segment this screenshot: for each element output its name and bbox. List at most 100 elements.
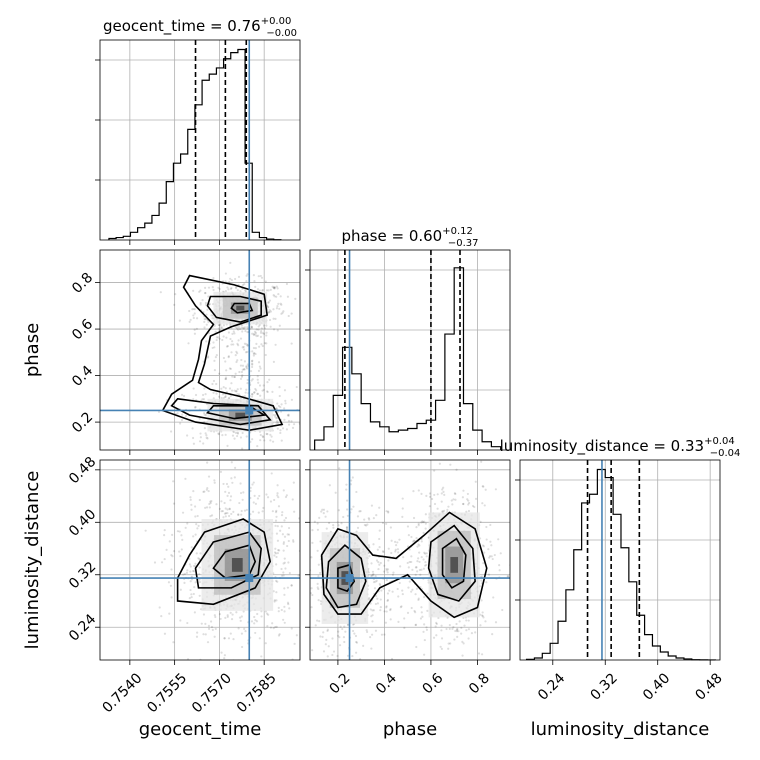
sample-point: [219, 455, 221, 457]
sample-point: [226, 614, 229, 617]
sample-point: [369, 608, 372, 611]
sample-point: [256, 444, 259, 448]
sample-point: [235, 390, 238, 393]
sample-point: [432, 636, 436, 639]
sample-point: [227, 355, 230, 358]
sample-point: [157, 410, 161, 414]
sample-point: [220, 387, 223, 390]
sample-point: [199, 436, 202, 439]
sample-point: [191, 452, 193, 454]
sample-point: [467, 628, 471, 631]
sample-point: [283, 561, 286, 564]
sample-point: [273, 286, 276, 289]
sample-point: [193, 328, 196, 331]
sample-point: [410, 555, 413, 558]
sample-point: [218, 507, 221, 510]
sample-point: [225, 345, 229, 348]
sample-point: [224, 433, 227, 436]
sample-point: [257, 511, 260, 514]
y-tick-label: 0.8: [69, 270, 96, 297]
sample-point: [339, 625, 342, 628]
sample-point: [369, 636, 372, 639]
histogram-phase: [314, 267, 502, 450]
sample-point: [225, 336, 228, 339]
sample-point: [192, 535, 195, 538]
sample-point: [259, 274, 262, 278]
sample-point: [275, 599, 278, 602]
sample-point: [227, 491, 231, 494]
sample-point: [269, 439, 272, 442]
title-minus: −0.00: [266, 28, 297, 39]
sample-point: [397, 551, 400, 554]
sample-point: [385, 579, 388, 582]
sample-point: [241, 431, 244, 435]
sample-point: [205, 436, 208, 439]
sample-point: [368, 518, 371, 521]
sample-point: [266, 390, 269, 393]
sample-point: [372, 609, 375, 612]
sample-point: [217, 433, 221, 436]
sample-point: [199, 303, 202, 306]
sample-point: [206, 461, 209, 464]
sample-point: [224, 376, 228, 379]
title-value: luminosity_distance = 0.33: [500, 437, 704, 456]
sample-point: [283, 587, 286, 590]
sample-point: [248, 666, 250, 668]
sample-point: [311, 649, 314, 652]
sample-point: [266, 433, 269, 436]
sample-point: [310, 587, 313, 590]
sample-point: [407, 566, 410, 569]
sample-point: [228, 367, 232, 370]
sample-point: [190, 546, 193, 549]
sample-point: [398, 581, 401, 585]
sample-point: [391, 590, 394, 593]
sample-point: [233, 476, 236, 479]
contour-middle: [206, 295, 262, 323]
sample-point: [204, 506, 207, 509]
sample-point: [467, 676, 469, 678]
sample-point: [372, 517, 375, 520]
sample-point: [347, 663, 349, 665]
sample-point: [276, 494, 279, 497]
contour-middle: [427, 524, 476, 602]
sample-point: [245, 274, 248, 277]
sample-point: [346, 623, 350, 627]
sample-point: [482, 616, 485, 619]
sample-point: [268, 665, 270, 667]
sample-point: [205, 434, 208, 437]
sample-point: [211, 317, 214, 320]
sample-point: [433, 493, 436, 497]
sample-point: [310, 606, 313, 609]
sample-point: [212, 276, 215, 280]
sample-point: [241, 498, 244, 501]
x-tick-label: 0.2: [326, 670, 353, 697]
sample-point: [265, 493, 268, 496]
sample-point: [252, 333, 255, 337]
sample-point: [255, 328, 258, 331]
sample-point: [381, 521, 385, 525]
sample-point: [389, 607, 392, 611]
sample-point: [231, 340, 234, 343]
sample-point: [179, 554, 182, 558]
sample-point: [246, 378, 249, 382]
sample-point: [355, 651, 358, 654]
sample-point: [485, 581, 488, 584]
sample-point: [274, 317, 277, 321]
sample-point: [204, 317, 207, 321]
sample-point: [192, 398, 195, 401]
sample-point: [223, 637, 226, 640]
sample-point: [281, 533, 284, 536]
sample-point: [480, 575, 484, 578]
sample-point: [270, 472, 273, 475]
sample-point: [201, 398, 204, 401]
sample-point: [203, 411, 206, 415]
sample-point: [481, 614, 484, 617]
sample-point: [239, 377, 243, 381]
sample-point: [370, 504, 374, 507]
sample-point: [310, 592, 312, 595]
sample-point: [282, 574, 285, 577]
sample-point: [243, 283, 246, 286]
sample-point: [254, 285, 257, 288]
sample-point: [310, 556, 313, 559]
sample-point: [224, 490, 227, 493]
